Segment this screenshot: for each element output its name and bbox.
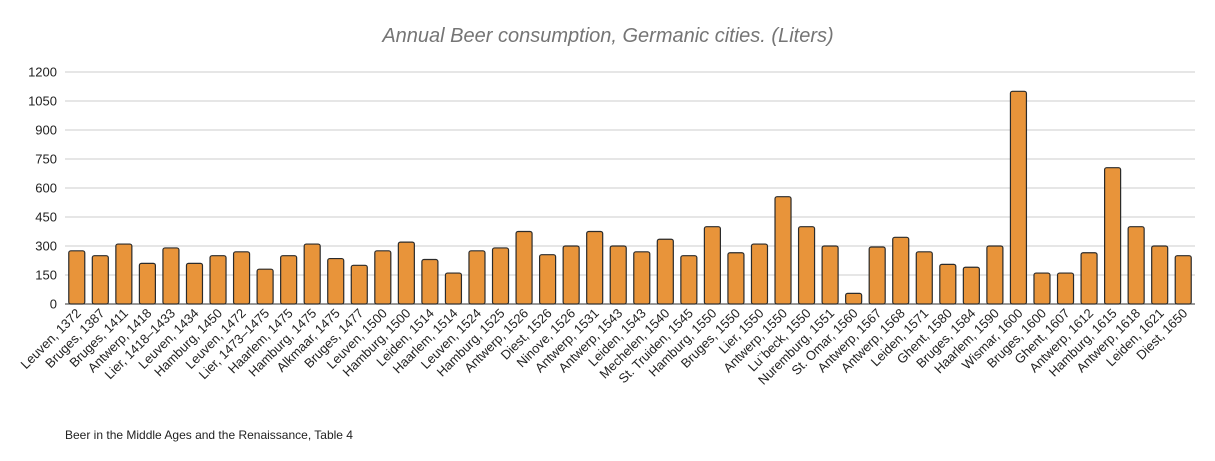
y-tick-label: 450 [35, 210, 57, 225]
bar [680, 255, 698, 305]
bar [1056, 272, 1075, 305]
bar [1103, 167, 1122, 305]
bar [138, 262, 156, 305]
bar [1151, 245, 1169, 305]
y-tick-label: 150 [35, 268, 57, 283]
bar [1009, 90, 1028, 305]
bar [868, 246, 886, 305]
bar [892, 236, 910, 305]
bar [586, 230, 604, 305]
bar [444, 272, 463, 305]
y-tick-label: 300 [35, 239, 57, 254]
source-note: Beer in the Middle Ages and the Renaissa… [65, 428, 353, 442]
y-tick-label: 750 [35, 152, 57, 167]
bar [162, 247, 180, 305]
bar [845, 292, 863, 305]
bar [797, 226, 816, 305]
bar [915, 251, 933, 305]
y-tick-label: 900 [35, 123, 57, 138]
bar [256, 268, 274, 305]
bar [397, 241, 415, 305]
bar [986, 245, 1004, 305]
chart-title: Annual Beer consumption, Germanic cities… [381, 25, 833, 47]
bar [468, 250, 486, 305]
bar [421, 258, 439, 305]
y-tick-label: 1200 [28, 65, 57, 80]
bar [209, 255, 227, 305]
bar [727, 252, 745, 305]
bar [1080, 252, 1098, 305]
bar [609, 245, 627, 305]
bar [374, 250, 392, 305]
bar [962, 266, 980, 305]
bar [350, 264, 368, 305]
bar [703, 226, 721, 305]
bar [538, 254, 557, 305]
bar [280, 255, 298, 305]
bar [633, 251, 651, 305]
bar [562, 245, 580, 305]
bar [491, 247, 510, 305]
bar [774, 196, 792, 305]
y-axis-tick-labels: 0 150 300 450 600 750 900 1050 1200 [28, 65, 57, 312]
gridlines [65, 71, 1195, 276]
bar [750, 243, 769, 305]
bar [515, 230, 533, 305]
bar [303, 243, 321, 305]
bar [939, 263, 957, 305]
bar [185, 262, 204, 305]
y-tick-label: 0 [50, 297, 57, 312]
bar [1127, 226, 1145, 305]
bars [68, 90, 1192, 305]
bar [1174, 255, 1192, 305]
bar [327, 257, 345, 305]
bar [68, 250, 86, 305]
bar [115, 243, 133, 305]
bar [821, 245, 839, 305]
bar [232, 251, 251, 305]
bar [91, 255, 109, 305]
y-tick-label: 600 [35, 181, 57, 196]
y-tick-label: 1050 [28, 94, 57, 109]
bar [1033, 272, 1051, 305]
bar [656, 238, 674, 305]
